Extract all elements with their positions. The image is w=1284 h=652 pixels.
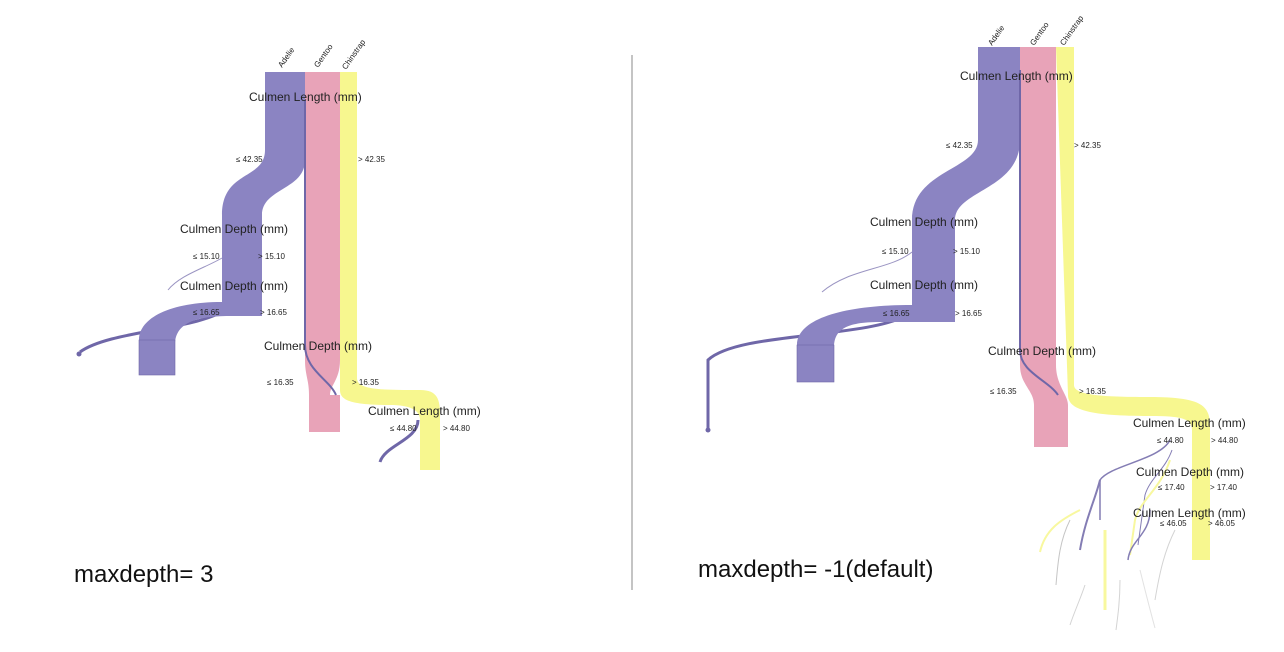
left-flow-chinstrap: [340, 72, 440, 470]
left-node-4-feature: Culmen Depth (mm): [264, 339, 372, 353]
right-deep-subtree: [1039, 439, 1176, 631]
right-strand-end: [705, 427, 711, 433]
left-node-5-right: > 44.80: [443, 424, 470, 433]
left-strand-adelie-small: [167, 257, 223, 291]
right-node-1-right: > 42.35: [1074, 141, 1101, 150]
left-node-1-left: ≤ 42.35: [236, 155, 263, 164]
left-species-label-adelie: Adelie: [276, 45, 296, 69]
left-node-3-right: > 16.65: [260, 308, 287, 317]
right-flow-chinstrap: [1056, 47, 1210, 560]
right-node-7-feature: Culmen Length (mm): [1133, 506, 1246, 520]
left-node-1-right: > 42.35: [358, 155, 385, 164]
left-flow-adelie-top: [222, 72, 305, 312]
deep-strand-2: [1137, 449, 1173, 546]
left-node-5-left: ≤ 44.80: [390, 424, 417, 433]
right-node-4-right: > 16.35: [1079, 387, 1106, 396]
right-node-6-left: ≤ 17.40: [1158, 483, 1185, 492]
left-node-5-feature: Culmen Length (mm): [368, 404, 481, 418]
right-flow-gentoo: [1020, 47, 1068, 447]
deep-strand-7: [1127, 509, 1151, 561]
left-flow-gentoo: [305, 72, 340, 432]
right-tree-panel: Adelie Gentoo Chinstrap: [705, 13, 1246, 631]
right-flow-adelie-top: [912, 47, 1020, 318]
right-node-2-left: ≤ 15.10: [882, 247, 909, 256]
right-node-4-left: ≤ 16.35: [990, 387, 1017, 396]
left-node-2-right: > 15.10: [258, 252, 285, 261]
caption-maxdepth-3: maxdepth= 3: [74, 561, 214, 588]
left-node-4-right: > 16.35: [352, 378, 379, 387]
left-strand-end: [76, 351, 82, 357]
left-node-2-feature: Culmen Depth (mm): [180, 222, 288, 236]
right-node-4-feature: Culmen Depth (mm): [988, 344, 1096, 358]
right-node-7-right: > 46.05: [1208, 519, 1235, 528]
right-node-6-right: > 17.40: [1210, 483, 1237, 492]
deep-strand-4: [1129, 459, 1171, 556]
left-node-3-feature: Culmen Depth (mm): [180, 279, 288, 293]
deep-strand-8: [1055, 519, 1071, 586]
right-node-5-feature: Culmen Length (mm): [1133, 416, 1246, 430]
right-species-label-adelie: Adelie: [986, 23, 1006, 47]
right-strand-adelie-small: [821, 251, 913, 293]
right-node-2-right: > 15.10: [953, 247, 980, 256]
deep-strand-5: [1039, 509, 1081, 553]
right-node-1-feature: Culmen Length (mm): [960, 69, 1073, 83]
right-leaf-adelie: [796, 344, 835, 383]
left-node-2-left: ≤ 15.10: [193, 252, 220, 261]
left-strand-adelie-tail: [378, 419, 420, 463]
left-species-label-gentoo: Gentoo: [312, 42, 335, 69]
left-tree-panel: Adelie Gentoo Chinstrap Culmen Length (m…: [76, 37, 481, 470]
right-node-5-right: > 44.80: [1211, 436, 1238, 445]
right-node-3-left: ≤ 16.65: [883, 309, 910, 318]
right-flow-adelie-branch: [797, 305, 955, 382]
deep-strand-11: [1115, 579, 1121, 631]
deep-strand-3: [1079, 479, 1101, 551]
left-node-4-left: ≤ 16.35: [267, 378, 294, 387]
right-node-2-feature: Culmen Depth (mm): [870, 215, 978, 229]
deep-strand-1: [1099, 439, 1171, 520]
caption-maxdepth-default: maxdepth= -1(default): [698, 556, 934, 583]
right-node-3-feature: Culmen Depth (mm): [870, 278, 978, 292]
deep-strand-12: [1139, 569, 1156, 629]
right-species-label-chinstrap: Chinstrap: [1058, 13, 1085, 47]
right-node-1-left: ≤ 42.35: [946, 141, 973, 150]
right-node-3-right: > 16.65: [955, 309, 982, 318]
left-strand-adelie-through: [304, 100, 337, 396]
right-node-5-left: ≤ 44.80: [1157, 436, 1184, 445]
deep-strand-9: [1154, 529, 1176, 601]
left-node-3-left: ≤ 16.65: [193, 308, 220, 317]
right-strand-adelie-through: [1019, 70, 1059, 396]
deep-strand-10: [1069, 584, 1086, 626]
left-leaf-adelie: [138, 339, 176, 376]
left-species-label-chinstrap: Chinstrap: [340, 37, 367, 71]
left-node-1-feature: Culmen Length (mm): [249, 90, 362, 104]
right-species-label-gentoo: Gentoo: [1028, 20, 1051, 47]
right-node-6-feature: Culmen Depth (mm): [1136, 465, 1244, 479]
right-node-7-left: ≤ 46.05: [1160, 519, 1187, 528]
